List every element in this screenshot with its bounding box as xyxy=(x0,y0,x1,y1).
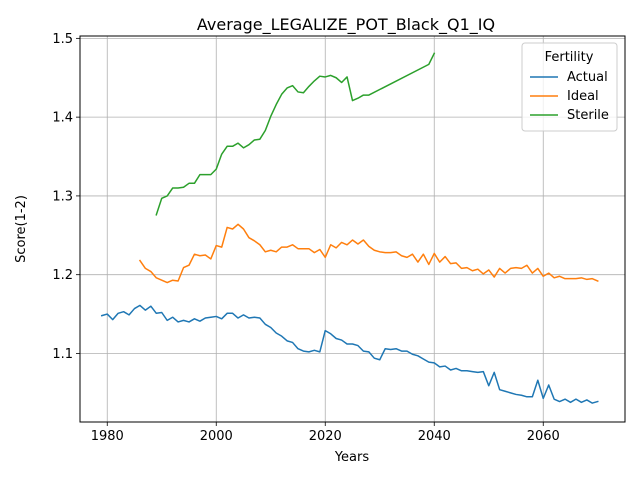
legend: Fertility Actual Ideal Sterile xyxy=(521,42,618,132)
grid-lines xyxy=(80,36,625,422)
y-tick-label: 1.2 xyxy=(52,268,73,283)
x-tick-label: 2000 xyxy=(200,429,233,444)
y-tick-label: 1.1 xyxy=(52,347,73,362)
legend-entries: Actual Ideal Sterile xyxy=(530,70,609,123)
chart-title: Average_LEGALIZE_POT_Black_Q1_IQ xyxy=(197,15,495,35)
legend-label-sterile: Sterile xyxy=(567,108,609,123)
y-tick-label: 1.3 xyxy=(52,189,73,204)
y-tick-label: 1.5 xyxy=(52,32,73,47)
series-line-ideal xyxy=(138,223,599,284)
legend-label-actual: Actual xyxy=(567,70,608,85)
y-tick-label: 1.4 xyxy=(52,111,73,126)
x-tick-label: 2040 xyxy=(418,429,451,444)
series-line-sterile xyxy=(155,52,436,216)
legend-label-ideal: Ideal xyxy=(567,89,599,104)
x-tick-label: 2020 xyxy=(309,429,342,444)
x-axis-label: Years xyxy=(334,450,370,465)
series-line-actual xyxy=(100,304,599,404)
x-tick-label: 1980 xyxy=(91,429,124,444)
legend-title: Fertility xyxy=(545,50,594,65)
plot-area-frame xyxy=(79,35,626,423)
y-axis-label: Score(1-2) xyxy=(14,195,29,263)
series-lines xyxy=(100,52,599,404)
x-tick-label: 2060 xyxy=(527,429,560,444)
legend-box xyxy=(521,42,618,132)
axis-ticks: 1980 2000 2020 2040 2060 1.1 1.2 1.3 1.4 1.5 xyxy=(52,32,559,444)
